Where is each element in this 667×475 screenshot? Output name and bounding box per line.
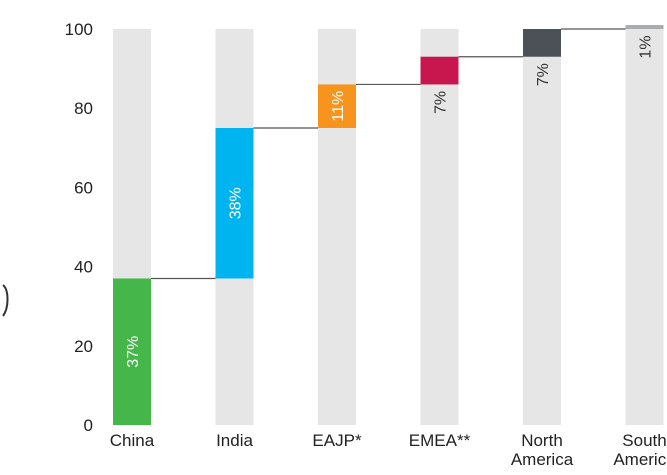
bar [625, 25, 664, 29]
category-label: India [216, 431, 253, 450]
y-tick-label: 60 [74, 178, 93, 197]
data-label: 7% [535, 63, 552, 86]
category-label: China [110, 431, 155, 450]
cropped-axis-mark [2, 284, 9, 317]
y-tick-label: 100 [65, 20, 93, 39]
category-label: SouthAmerica [613, 431, 667, 469]
bar [523, 29, 561, 57]
y-tick-label: 20 [74, 337, 93, 356]
background-column [523, 29, 561, 425]
bar [113, 278, 151, 425]
y-tick-label: 80 [74, 99, 93, 118]
category-label: EMEA** [409, 431, 471, 450]
data-label: 11% [330, 91, 347, 122]
y-tick-label: 0 [84, 416, 93, 435]
y-tick-label: 40 [74, 258, 93, 277]
category-label: North America [511, 431, 574, 469]
data-label: 1% [638, 35, 655, 58]
data-label: 7% [433, 91, 450, 114]
background-columns [113, 29, 664, 425]
x-axis-categories: China India EAJP* EMEA** North America South Am… [110, 431, 667, 469]
bar [420, 56, 459, 85]
y-axis-ticks: 0 20 40 60 80 100 [65, 20, 93, 435]
bar [318, 84, 356, 128]
bar [215, 128, 254, 279]
background-column [420, 29, 459, 425]
category-label: EAJP* [312, 431, 362, 450]
connector-lines [151, 28, 626, 280]
bars [113, 25, 664, 425]
background-column [625, 29, 664, 425]
data-label: 37% [125, 336, 142, 368]
data-label: 38% [228, 187, 245, 219]
data-labels: 37% 38% 11% 7% 7% 1% [125, 35, 655, 367]
